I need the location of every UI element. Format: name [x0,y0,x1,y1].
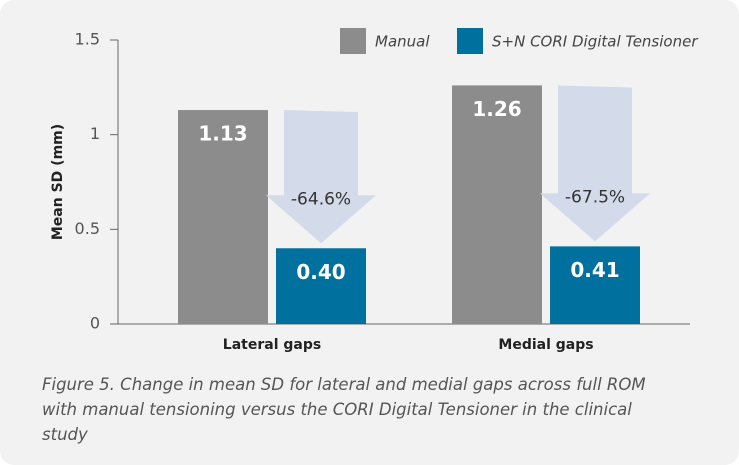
x-tick-label: Lateral gaps [223,337,321,353]
value-label: 0.41 [570,258,619,282]
change-arrow [540,85,650,242]
y-tick-label: 0.5 [75,219,100,238]
x-tick-label: Medial gaps [498,337,593,353]
change-arrow [266,110,376,244]
value-label: 1.13 [198,122,247,146]
legend-swatch [340,28,366,54]
y-tick-label: 1.5 [75,30,100,49]
legend-label: Manual [375,33,430,51]
bar [550,246,640,324]
chart: Mean SD (mm) 0 0.5 1 1.5 Manual S+N CORI Digi… [50,28,698,353]
bar [178,110,268,324]
bar [452,85,542,324]
change-label: -67.5% [565,187,625,207]
caption: Figure 5. Change in mean SD for lateral … [42,375,646,444]
change-label: -64.6% [291,189,351,209]
legend-swatch [457,28,483,54]
legend-label: S+N CORI Digital Tensioner [492,33,698,51]
bar [276,248,366,324]
y-tick-label: 1 [90,124,100,143]
y-axis-label: Mean SD (mm) [50,124,66,240]
value-label: 0.40 [296,260,345,284]
value-label: 1.26 [472,97,521,121]
y-tick-label: 0 [90,314,100,333]
